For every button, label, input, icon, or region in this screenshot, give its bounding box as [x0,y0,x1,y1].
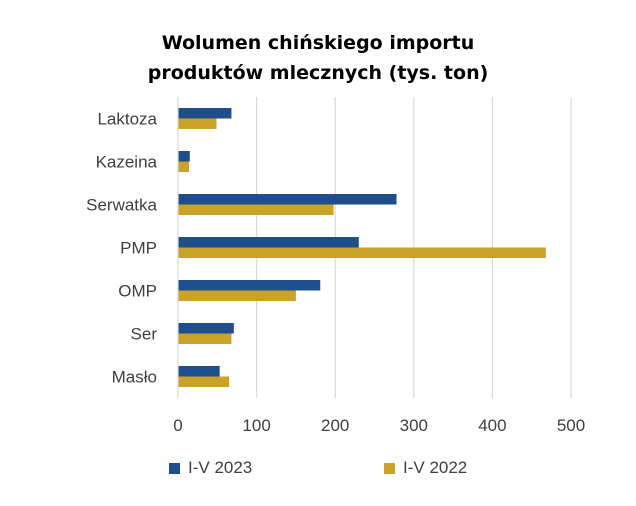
legend-item-2023: I-V 2023 [169,458,252,478]
category-label-serwatka: Serwatka [86,196,157,215]
legend-label-2022: I-V 2022 [403,458,468,477]
x-tick-label-300: 300 [400,416,428,435]
bar-omp-2023 [178,280,321,291]
bar-serwatka-2023 [178,194,397,205]
legend-item-2022: I-V 2022 [384,458,467,478]
chart-title-line-1: Wolumen chińskiego importu [161,32,475,54]
bar-kazeina-2023 [178,151,190,162]
x-tick-label-0: 0 [173,416,182,435]
category-label-omp: OMP [118,282,157,301]
x-tick-label-100: 100 [242,416,270,435]
bar-ser-2022 [178,333,232,344]
category-label-masło: Masło [112,368,157,387]
category-label-laktoza: Laktoza [97,110,157,129]
bar-pmp-2022 [178,247,546,258]
legend-swatch-2023 [169,462,180,474]
legend-swatch-2022 [384,462,395,474]
x-tick-label-400: 400 [478,416,506,435]
chart-title: Wolumen chińskiego importu produktów mle… [0,28,636,88]
bar-laktoza-2023 [178,108,232,119]
x-tick-label-500: 500 [557,416,585,435]
category-label-pmp: PMP [120,239,157,258]
bar-omp-2022 [178,290,296,301]
bar-serwatka-2022 [178,204,334,215]
chart-title-line-2: produktów mlecznych (tys. ton) [147,62,489,84]
x-tick-label-200: 200 [321,416,349,435]
category-label-ser: Ser [131,325,158,344]
bar-masło-2023 [178,366,220,377]
bar-ser-2023 [178,323,234,334]
bar-laktoza-2022 [178,118,217,129]
bar-kazeina-2022 [178,161,190,172]
category-label-kazeina: Kazeina [96,153,158,172]
bar-pmp-2023 [178,237,359,248]
legend-label-2023: I-V 2023 [188,458,253,477]
legend: I-V 2023 I-V 2022 [0,458,636,482]
bar-masło-2022 [178,376,230,387]
